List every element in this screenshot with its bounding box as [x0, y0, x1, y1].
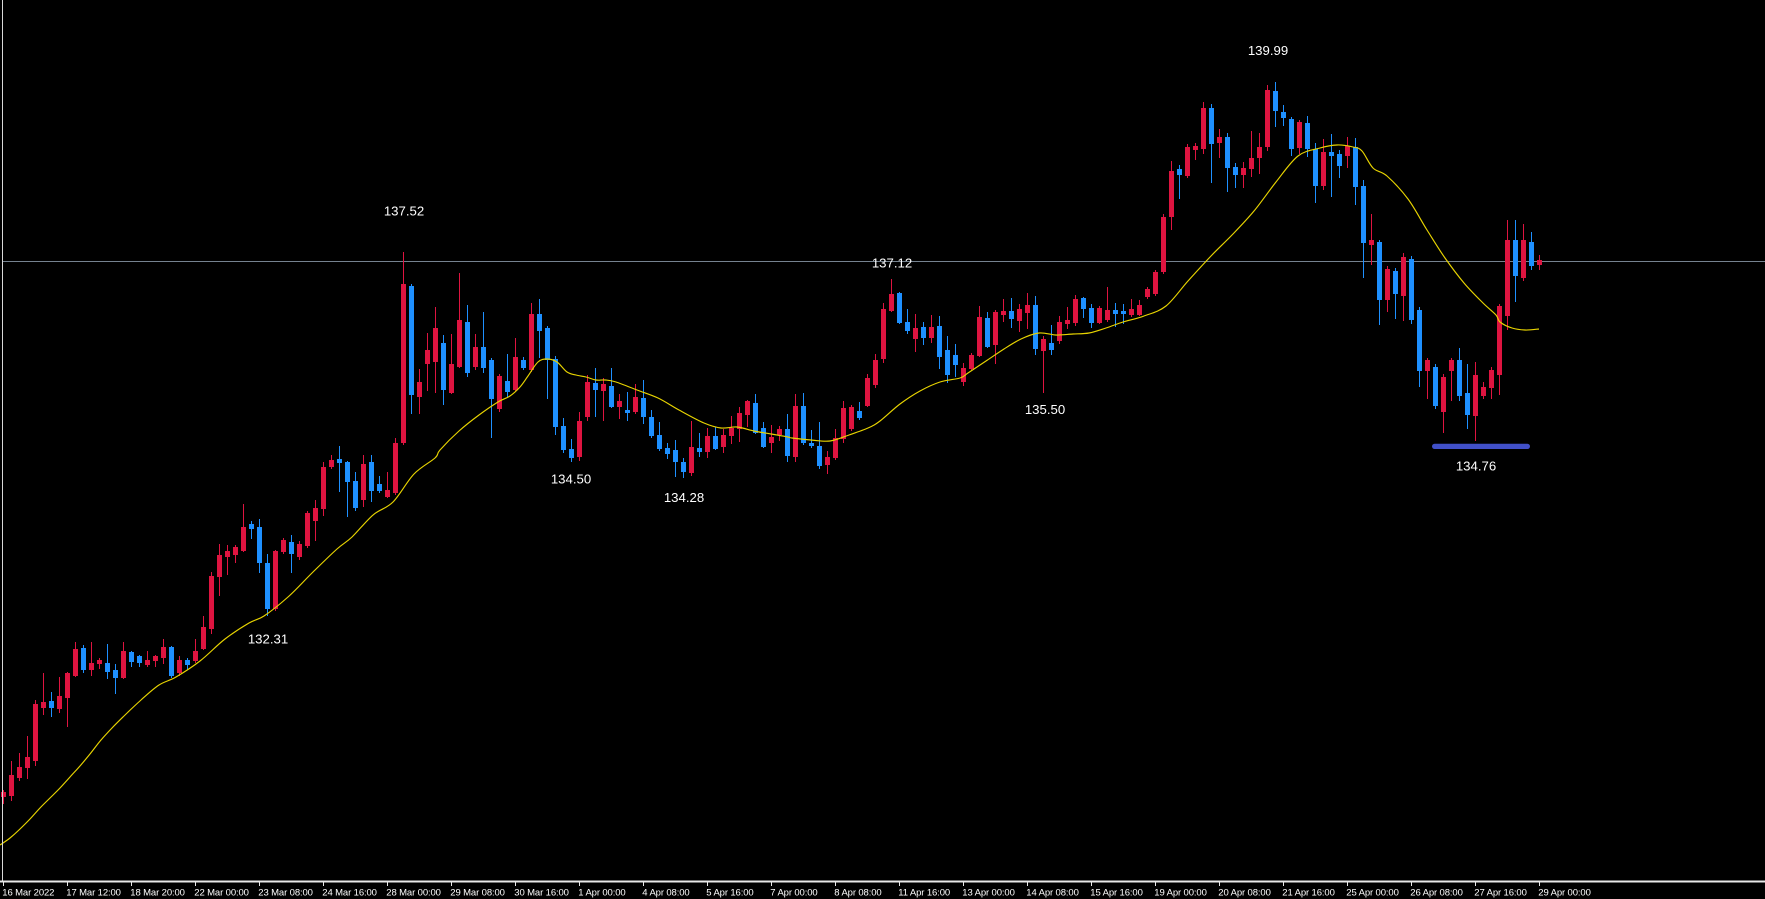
- svg-text:29 Apr 00:00: 29 Apr 00:00: [1538, 888, 1590, 899]
- svg-text:16 Mar 2022: 16 Mar 2022: [2, 888, 54, 899]
- svg-text:134.76: 134.76: [1456, 458, 1496, 473]
- svg-text:139.99: 139.99: [1248, 43, 1288, 58]
- svg-text:4 Apr 08:00: 4 Apr 08:00: [642, 888, 689, 899]
- svg-text:137.52: 137.52: [384, 203, 424, 218]
- svg-text:23 Mar 08:00: 23 Mar 08:00: [258, 888, 313, 899]
- svg-text:24 Mar 16:00: 24 Mar 16:00: [322, 888, 377, 899]
- svg-text:14 Apr 08:00: 14 Apr 08:00: [1026, 888, 1078, 899]
- svg-text:26 Apr 08:00: 26 Apr 08:00: [1410, 888, 1462, 899]
- svg-text:30 Mar 16:00: 30 Mar 16:00: [514, 888, 569, 899]
- svg-text:19 Apr 00:00: 19 Apr 00:00: [1154, 888, 1206, 899]
- svg-text:135.50: 135.50: [1025, 402, 1065, 417]
- svg-text:132.31: 132.31: [248, 631, 288, 646]
- svg-text:7 Apr 00:00: 7 Apr 00:00: [770, 888, 817, 899]
- svg-text:27 Apr 16:00: 27 Apr 16:00: [1474, 888, 1526, 899]
- svg-text:1 Apr 00:00: 1 Apr 00:00: [578, 888, 625, 899]
- svg-text:21 Apr 16:00: 21 Apr 16:00: [1282, 888, 1334, 899]
- svg-text:22 Mar 00:00: 22 Mar 00:00: [194, 888, 249, 899]
- svg-text:8 Apr 08:00: 8 Apr 08:00: [834, 888, 881, 899]
- svg-text:20 Apr 08:00: 20 Apr 08:00: [1218, 888, 1270, 899]
- svg-text:137.12: 137.12: [872, 255, 912, 270]
- svg-text:13 Apr 00:00: 13 Apr 00:00: [962, 888, 1014, 899]
- svg-text:134.28: 134.28: [664, 490, 704, 505]
- svg-text:134.50: 134.50: [551, 471, 591, 486]
- svg-text:11 Apr 16:00: 11 Apr 16:00: [898, 888, 950, 899]
- svg-text:17 Mar 12:00: 17 Mar 12:00: [66, 888, 121, 899]
- svg-text:5 Apr 16:00: 5 Apr 16:00: [706, 888, 753, 899]
- svg-text:29 Mar 08:00: 29 Mar 08:00: [450, 888, 505, 899]
- svg-text:15 Apr 16:00: 15 Apr 16:00: [1090, 888, 1142, 899]
- svg-text:28 Mar 00:00: 28 Mar 00:00: [386, 888, 441, 899]
- svg-text:18 Mar 20:00: 18 Mar 20:00: [130, 888, 185, 899]
- svg-text:25 Apr 00:00: 25 Apr 00:00: [1346, 888, 1398, 899]
